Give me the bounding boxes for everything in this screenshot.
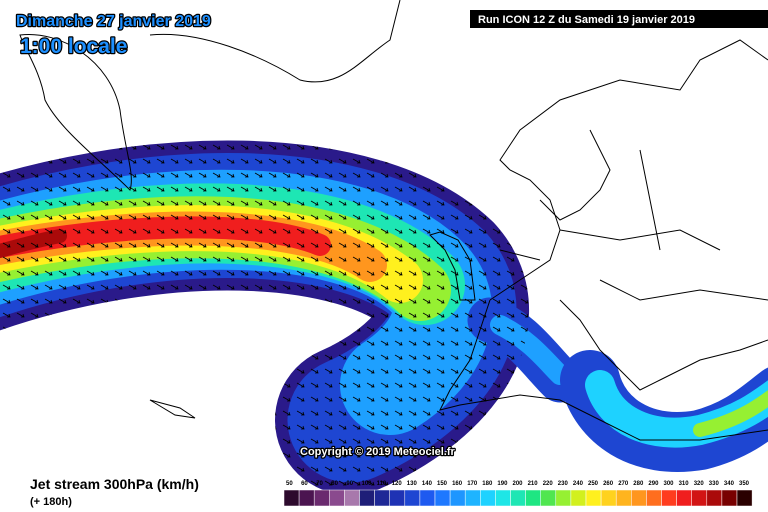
scale-swatch [631, 489, 647, 507]
scale-label: 350 [739, 481, 750, 487]
scale-swatch [389, 489, 406, 507]
scale-swatch [449, 489, 466, 507]
scale-label: 320 [694, 481, 705, 487]
scale-label: 200 [513, 481, 524, 487]
scale-swatch [600, 489, 617, 507]
scale-label: 100 [362, 481, 373, 487]
scale-swatch [480, 489, 496, 507]
scale-swatch [313, 489, 330, 507]
scale-swatch [344, 489, 360, 507]
scale-label: 60 [301, 481, 308, 487]
scale-swatch [585, 489, 602, 507]
coastlines [19, 0, 768, 441]
scale-swatch [510, 489, 526, 507]
scale-swatch [646, 489, 662, 507]
scale-label: 110 [377, 481, 387, 487]
product-title: Jet stream 300hPa (km/h) [30, 476, 199, 492]
jet-stream [0, 140, 768, 495]
lead-time: (+ 180h) [30, 496, 72, 508]
scale-label: 210 [528, 481, 539, 487]
scale-label: 300 [664, 481, 675, 487]
scale-label: 260 [603, 481, 614, 487]
scale-label: 290 [648, 481, 659, 487]
scale-label: 330 [709, 481, 720, 487]
time-label: 1:00 locale [20, 35, 127, 58]
scale-label: 310 [679, 481, 690, 487]
run-box [470, 10, 768, 28]
scale-swatch [329, 489, 345, 507]
scale-label: 280 [633, 481, 644, 487]
scale-label: 190 [497, 481, 508, 487]
scale-label: 160 [452, 481, 463, 487]
color-scale: 50 60 70 80 90 100 110 120 130 140 150 160 170 180 190… [283, 481, 753, 507]
scale-swatch [464, 489, 481, 507]
scale-swatch [404, 489, 421, 507]
scale-label: 150 [437, 481, 448, 487]
scale-swatch [298, 489, 315, 507]
scale-swatch [691, 489, 708, 507]
scale-swatch [676, 489, 692, 507]
scale-swatch [359, 489, 375, 507]
scale-label: 80 [331, 481, 338, 487]
copyright: Copyright © 2019 Meteociel.fr [300, 446, 456, 458]
scale-label: 250 [588, 481, 599, 487]
scale-swatch [419, 489, 436, 507]
scale-swatch [615, 489, 632, 507]
scale-label: 220 [543, 481, 554, 487]
scale-label: 230 [558, 481, 569, 487]
scale-label: 120 [392, 481, 403, 487]
scale-swatch [570, 489, 587, 507]
scale-label: 140 [422, 481, 433, 487]
scale-label: 270 [618, 481, 629, 487]
scale-swatch [721, 489, 738, 507]
scale-swatch [434, 489, 451, 507]
scale-swatch [525, 489, 541, 507]
scale-label: 340 [724, 481, 735, 487]
scale-label: 130 [407, 481, 418, 487]
scale-label: 50 [286, 481, 293, 487]
scale-swatch [374, 489, 390, 507]
scale-swatch [706, 489, 723, 507]
scale-label: 180 [482, 481, 493, 487]
scale-swatch [661, 489, 677, 507]
scale-label: 240 [573, 481, 584, 487]
date-label: Dimanche 27 janvier 2019 [16, 13, 211, 30]
scale-label: 70 [316, 481, 323, 487]
scale-swatch [736, 489, 753, 507]
scale-swatch [283, 489, 300, 507]
scale-swatch [540, 489, 557, 507]
scale-label: 90 [346, 481, 353, 487]
scale-swatch [495, 489, 511, 507]
scale-label: 170 [467, 481, 478, 487]
scale-swatch [555, 489, 572, 507]
run-label: Run ICON 12 Z du Samedi 19 janvier 2019 [478, 14, 695, 26]
